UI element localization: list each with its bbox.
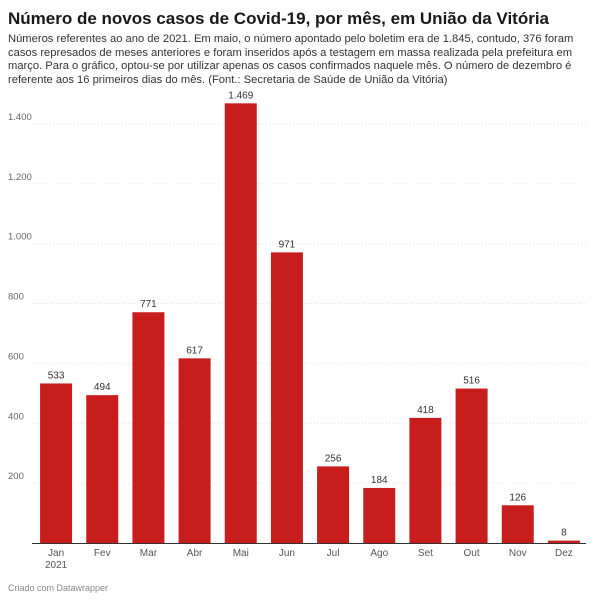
y-tick-label: 1.200 — [8, 172, 32, 183]
bars — [40, 103, 580, 543]
bar-dez — [547, 540, 580, 543]
value-label: 533 — [48, 370, 65, 381]
x-tick-label: Dez — [555, 548, 573, 559]
gridlines — [32, 123, 586, 544]
x-tick-label: Jun — [279, 548, 295, 559]
value-label: 1.469 — [228, 90, 253, 101]
bar-mai — [224, 103, 257, 543]
bar-jul — [317, 466, 350, 543]
value-label: 418 — [417, 405, 434, 416]
bar-nov — [501, 505, 534, 543]
bar-fev — [86, 395, 119, 543]
value-label: 256 — [325, 453, 342, 464]
y-tick-label: 800 — [8, 292, 24, 303]
bar-jan — [40, 383, 73, 543]
bar-out — [455, 388, 488, 543]
x-tick-label: Jul — [327, 548, 340, 559]
x-tick-label: Out — [464, 548, 480, 559]
value-label: 771 — [140, 299, 157, 310]
value-label: 184 — [371, 475, 388, 486]
x-tick-label: Set — [418, 548, 433, 559]
x-tick-label: Abr — [187, 548, 203, 559]
value-label: 126 — [509, 492, 526, 503]
y-tick-label: 1.000 — [8, 232, 32, 243]
value-label: 494 — [94, 382, 111, 393]
bar-ago — [363, 487, 396, 543]
x-tick-label: Mar — [140, 548, 158, 559]
value-label: 617 — [186, 345, 203, 356]
y-tick-label: 200 — [8, 471, 24, 482]
bar-set — [409, 417, 442, 543]
x-tick-label: Fev — [94, 548, 111, 559]
footer-credit: Criado com Datawrapper — [8, 583, 109, 593]
x-tick-sublabel: 2021 — [45, 560, 68, 571]
value-label: 8 — [561, 528, 567, 539]
x-tick-label: Mai — [233, 548, 249, 559]
chart-subtitle: Números referentes ao ano de 2021. Em ma… — [8, 33, 574, 86]
x-tick-label: Nov — [509, 548, 527, 559]
bar-abr — [178, 358, 211, 543]
y-tick-label: 1.400 — [8, 112, 32, 123]
x-tick-label: Ago — [370, 548, 388, 559]
value-label: 516 — [463, 376, 480, 387]
bar-mar — [132, 312, 165, 543]
y-tick-label: 400 — [8, 411, 24, 422]
chart-title: Número de novos casos de Covid-19, por m… — [8, 9, 550, 28]
value-label: 971 — [279, 239, 296, 250]
x-tick-label: Jan — [48, 548, 64, 559]
y-tick-label: 600 — [8, 351, 24, 362]
bar-jun — [270, 252, 303, 543]
